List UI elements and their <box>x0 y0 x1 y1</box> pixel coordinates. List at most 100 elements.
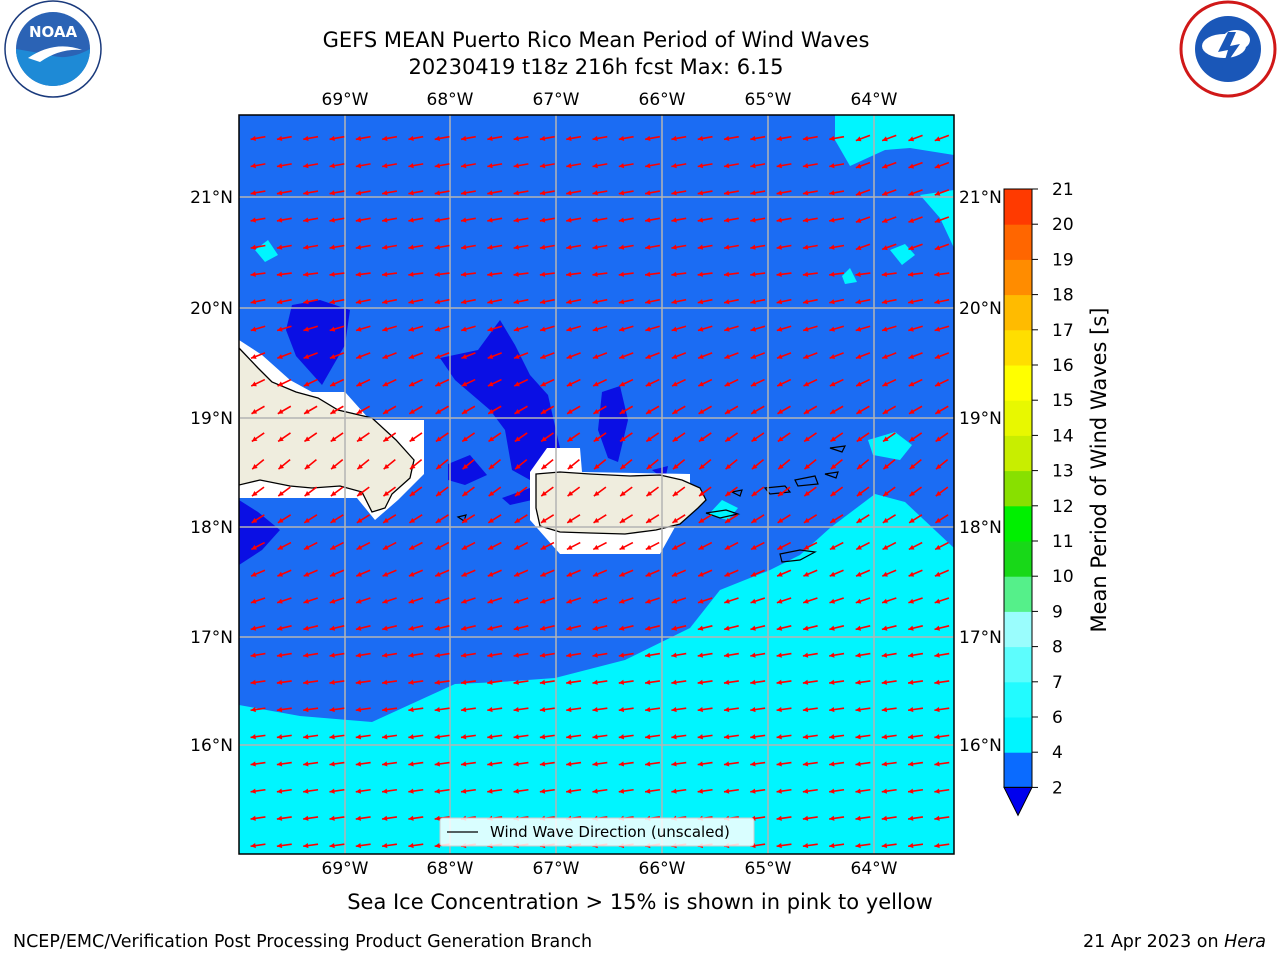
wind-arrow-head <box>751 517 757 523</box>
wind-arrow-head <box>357 463 363 470</box>
lon-label: 65°W <box>745 859 792 879</box>
wind-arrow-head <box>355 625 362 631</box>
wind-arrow-head <box>513 244 519 250</box>
wind-arrow-head <box>855 706 861 713</box>
wind-arrow-head <box>330 408 337 414</box>
wind-arrow-head <box>434 598 441 604</box>
wind-arrow-head <box>829 571 836 577</box>
wind-arrow-head <box>514 517 521 523</box>
wind-arrow-head <box>672 544 678 550</box>
wind-arrow-head <box>803 354 809 359</box>
wind-arrow-head <box>276 135 283 141</box>
wind-arrow-head <box>303 544 310 550</box>
wind-arrow-head <box>802 706 809 713</box>
colorbar-frame <box>1003 188 1033 788</box>
wind-arrow-head <box>592 761 598 767</box>
wind-arrow-head <box>460 734 467 740</box>
lon-label: 66°W <box>639 859 686 879</box>
wind-arrow-head <box>829 679 835 685</box>
lon-labels-bottom: 69°W 68°W 67°W 66°W 65°W 64°W <box>322 859 898 879</box>
colorbar-tick-label: 9 <box>1052 602 1063 622</box>
wind-arrow-head <box>724 299 730 305</box>
footer-date-text: 21 Apr 2023 on <box>1083 932 1225 952</box>
wind-arrow-head <box>829 381 836 387</box>
wind-arrow-head <box>382 598 388 604</box>
wind-arrow-head <box>566 326 572 332</box>
wind-arrow-head <box>882 163 888 169</box>
wind-arrow-head <box>250 679 256 685</box>
wind-arrow-head <box>329 706 335 713</box>
wind-arrow-head <box>487 354 494 359</box>
wind-arrow-head <box>434 625 441 631</box>
colorbar-tick-label: 14 <box>1052 426 1074 446</box>
wind-arrow-head <box>750 163 756 169</box>
wind-arrow-head <box>777 381 783 387</box>
wind-arrow-head <box>618 190 625 196</box>
wind-arrow-head <box>330 517 337 523</box>
wind-arrow-head <box>251 381 257 387</box>
wind-arrow-head <box>357 490 363 497</box>
wind-arrow-head <box>382 571 389 577</box>
wind-arrow-head <box>303 571 310 577</box>
wind-arrow-head <box>619 354 625 359</box>
wind-arrow-head <box>592 598 599 604</box>
wind-arrow-head <box>513 299 520 305</box>
lon-label: 69°W <box>322 859 369 879</box>
wind-arrow-head <box>487 706 493 713</box>
wind-arrow-head <box>724 163 730 169</box>
wind-arrow-head <box>698 571 704 577</box>
colorbar-tick-label: 20 <box>1052 215 1074 235</box>
wind-arrow-head <box>645 706 651 713</box>
wind-arrow-head <box>855 136 862 142</box>
wind-arrow-head <box>802 679 809 685</box>
wind-arrow-head <box>540 625 546 631</box>
wind-arrow-head <box>539 734 546 740</box>
wind-arrow-head <box>593 517 600 523</box>
wind-arrow-head <box>646 463 653 470</box>
wind-arrow-head <box>908 571 915 577</box>
wind-arrow-head <box>329 271 335 277</box>
wind-arrow-head <box>355 271 362 277</box>
wind-arrow-head <box>303 135 309 141</box>
wind-arrow-head <box>724 625 730 631</box>
wind-arrow-head <box>488 517 494 523</box>
wind-arrow-head <box>776 625 783 631</box>
wind-arrow-head <box>541 490 547 497</box>
wind-arrow-head <box>671 625 677 631</box>
wind-arrow-head <box>540 571 547 577</box>
wind-arrow-head <box>855 354 862 359</box>
lon-label: 69°W <box>322 90 369 110</box>
wind-arrow-head <box>434 326 441 332</box>
colorbar-segment <box>1004 294 1032 331</box>
wind-arrow-head <box>252 463 258 470</box>
wind-arrow-head <box>251 436 258 442</box>
wind-arrow-head <box>855 326 862 332</box>
lat-label: 16°N <box>190 736 233 756</box>
wind-arrow-head <box>645 544 652 550</box>
wind-arrow-head <box>855 815 861 821</box>
wind-arrow-head <box>356 326 362 332</box>
wind-arrow-head <box>802 271 809 277</box>
wind-arrow-head <box>276 271 283 277</box>
wind-arrow-head <box>829 815 835 821</box>
wind-arrow-head <box>566 354 573 359</box>
wind-arrow-head <box>487 679 493 685</box>
wind-arrow-head <box>698 517 705 523</box>
wind-arrow-head <box>567 490 574 497</box>
wind-arrow-head <box>461 190 467 196</box>
lat-label: 20°N <box>959 299 1002 319</box>
wind-arrow-head <box>646 517 652 523</box>
wind-arrow-head <box>671 271 677 277</box>
wind-arrow-head <box>776 326 783 332</box>
wind-arrow-head <box>461 163 467 169</box>
wind-arrow-head <box>355 244 362 250</box>
wind-arrow-head <box>355 190 362 196</box>
wind-arrow-head <box>461 217 467 223</box>
wind-arrow-head <box>882 354 888 359</box>
wind-arrow-head <box>751 408 757 414</box>
wind-arrow-head <box>592 299 598 305</box>
wind-arrow-head <box>645 679 651 685</box>
wind-arrow-head <box>566 571 573 577</box>
wind-arrow-head <box>592 625 599 631</box>
colorbar-segment <box>1004 435 1032 472</box>
